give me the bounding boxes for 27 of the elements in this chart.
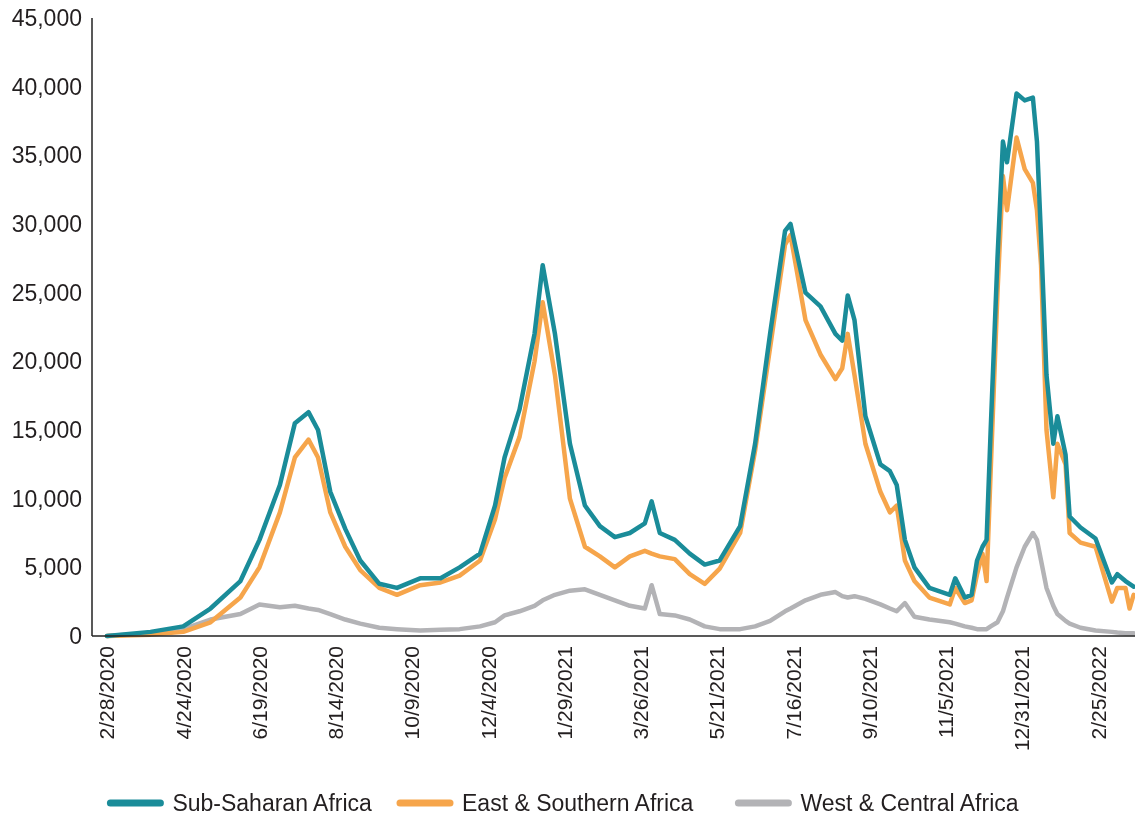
y-tick-label: 45,000 <box>11 5 82 32</box>
x-tick-label: 6/19/2020 <box>247 646 271 740</box>
x-tick-label: 12/31/2021 <box>1010 646 1034 752</box>
y-tick-label: 30,000 <box>11 211 82 238</box>
x-tick-label: 3/26/2021 <box>629 646 653 740</box>
y-tick-label: 20,000 <box>11 348 82 375</box>
x-tick-label: 11/5/2021 <box>934 646 958 738</box>
x-tick-label: 7/16/2021 <box>781 646 805 740</box>
y-tick-label: 0 <box>69 623 82 650</box>
y-tick-label: 10,000 <box>11 485 82 512</box>
x-tick-label: 8/14/2020 <box>324 646 348 740</box>
legend-label: Sub-Saharan Africa <box>172 790 373 817</box>
y-tick-label: 40,000 <box>11 73 82 100</box>
x-tick-label: 10/9/2020 <box>400 646 424 740</box>
x-tick-label: 9/10/2021 <box>857 646 881 740</box>
x-tick-label: 12/4/2020 <box>476 646 500 740</box>
x-tick-label: 2/25/2022 <box>1086 646 1110 740</box>
x-tick-label: 4/24/2020 <box>171 646 195 740</box>
y-tick-label: 35,000 <box>11 142 82 169</box>
legend-label: East & Southern Africa <box>462 790 694 817</box>
x-tick-label: 2/28/2020 <box>95 646 119 740</box>
y-tick-label: 25,000 <box>11 279 82 306</box>
legend-label: West & Central Africa <box>800 790 1019 817</box>
y-tick-label: 15,000 <box>11 417 82 444</box>
x-tick-label: 5/21/2021 <box>705 646 729 740</box>
x-tick-label: 1/29/2021 <box>552 646 576 740</box>
y-tick-label: 5,000 <box>24 554 82 581</box>
